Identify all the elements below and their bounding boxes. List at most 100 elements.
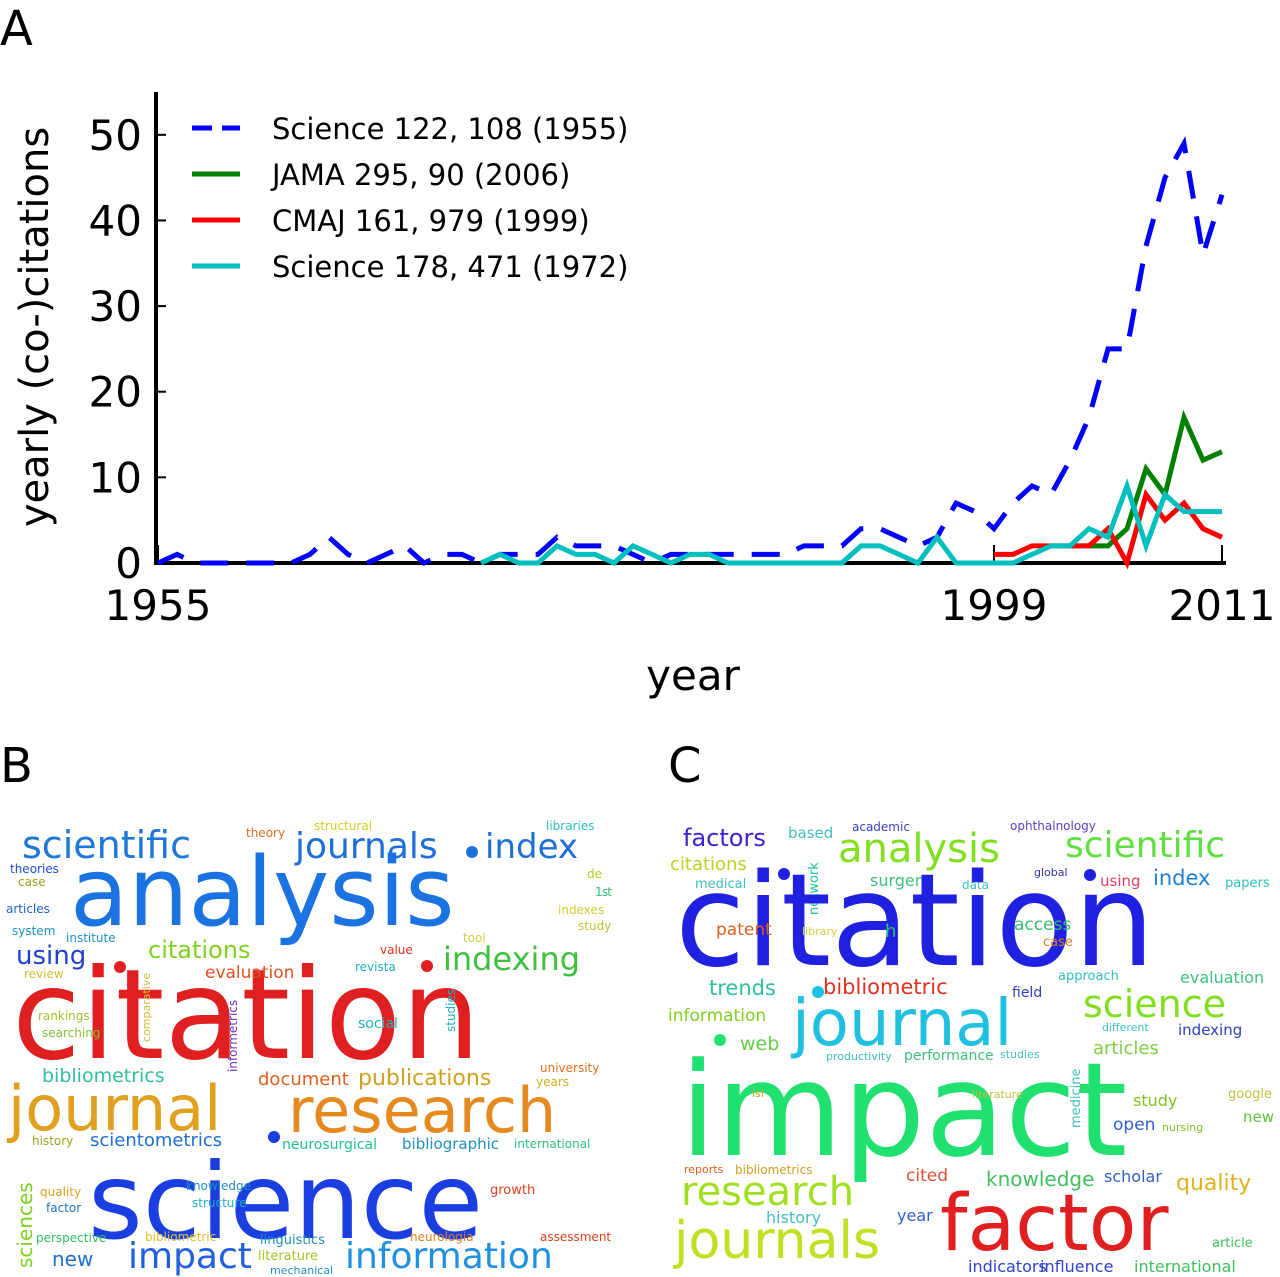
cloud-word: publications	[358, 1066, 491, 1091]
cloud-word: international	[1134, 1257, 1236, 1276]
cloud-word: indexing	[1178, 1021, 1242, 1039]
y-tick-label: 30	[89, 282, 142, 331]
cloud-word: cited	[906, 1166, 948, 1186]
cloud-word: neurologia	[410, 1230, 474, 1244]
cloud-word: study	[578, 919, 611, 933]
cloud-word: scientific	[1065, 825, 1225, 866]
cloud-word: comparative	[140, 973, 153, 1042]
cloud-word: surgery	[870, 871, 931, 890]
cloud-word: new	[52, 1247, 93, 1271]
cloud-word: information	[345, 1236, 553, 1277]
cloud-word: factor	[46, 1201, 81, 1215]
cloud-word: network	[807, 862, 822, 915]
cloud-word: patent	[716, 920, 772, 940]
cloud-dot	[114, 961, 126, 973]
cloud-word: h	[885, 921, 896, 942]
cloud-word: history	[766, 1208, 821, 1227]
cloud-word: years	[536, 1075, 569, 1089]
cloud-word: access	[1014, 915, 1071, 935]
cloud-word: review	[24, 967, 64, 981]
legend-label: JAMA 295, 90 (2006)	[270, 158, 570, 192]
panel-label: C	[668, 738, 702, 794]
cloud-word: productivity	[826, 1050, 892, 1063]
series-line	[479, 478, 1222, 567]
cloud-word: evaluation	[1180, 968, 1264, 987]
cloud-word: articles	[6, 902, 50, 916]
cloud-word: studies	[444, 989, 458, 1032]
cloud-word: system	[12, 924, 55, 938]
cloud-word: social	[358, 1016, 398, 1032]
cloud-word: scholar	[1104, 1167, 1162, 1186]
cloud-word: academic	[852, 820, 910, 834]
cloud-word: perspective	[36, 1231, 106, 1245]
cloud-word: bibliometrics	[735, 1163, 812, 1177]
cloud-word: 1st	[595, 885, 612, 899]
cloud-word: evaluation	[205, 963, 294, 983]
cloud-word: medical	[695, 877, 746, 892]
cloud-word: structural	[314, 819, 372, 833]
cloud-word: web	[740, 1033, 779, 1055]
cloud-word: using	[1100, 872, 1141, 890]
legend-label: CMAJ 161, 979 (1999)	[272, 204, 590, 238]
cloud-word: data	[962, 878, 989, 892]
cloud-word: open	[1113, 1115, 1155, 1135]
cloud-word: scientific	[22, 823, 191, 867]
cloud-word: ophthalnology	[1010, 819, 1096, 833]
cloud-dot	[778, 868, 790, 880]
cloud-word: bibliographic	[402, 1135, 499, 1153]
cloud-word: based	[788, 824, 833, 842]
cloud-word: journals	[673, 1211, 880, 1271]
cloud-word: study	[1133, 1091, 1177, 1110]
cloud-word: tool	[463, 931, 486, 945]
cloud-word: citations	[670, 854, 747, 875]
cloud-word: citation	[675, 847, 1155, 996]
cloud-word: papers	[1225, 876, 1270, 891]
cloud-word: approach	[1058, 969, 1119, 984]
cloud-word: informetrics	[226, 1000, 240, 1072]
cloud-word: medicine	[1069, 1068, 1084, 1128]
cloud-word: science	[88, 1141, 483, 1263]
y-tick-label: 40	[89, 196, 142, 245]
cloud-word: university	[540, 1061, 599, 1075]
cloud-word: factor	[940, 1179, 1169, 1269]
y-tick-label: 20	[89, 368, 142, 417]
cloud-dot	[1084, 869, 1096, 881]
cloud-word: isi	[752, 1087, 764, 1100]
cloud-word: citations	[148, 936, 250, 964]
legend-label: Science 122, 108 (1955)	[272, 112, 628, 146]
panel-label: B	[0, 738, 33, 794]
cloud-dot	[268, 1131, 280, 1143]
cloud-word: knowledge	[986, 1167, 1094, 1191]
cloud-word: citation	[12, 943, 481, 1088]
cloud-word: assessment	[540, 1230, 611, 1244]
cloud-word: institute	[66, 931, 116, 945]
cloud-word: journal	[6, 1072, 221, 1145]
cloud-dot	[812, 986, 824, 998]
x-axis-label: year	[646, 651, 740, 700]
cloud-word: mechanical	[270, 1264, 333, 1277]
x-tick-label: 1999	[941, 581, 1048, 630]
cloud-word: index	[485, 827, 578, 867]
series-line	[156, 135, 1225, 566]
cloud-word: impact	[680, 1034, 1127, 1186]
series-line	[994, 488, 1224, 570]
cloud-word: international	[514, 1137, 590, 1151]
cloud-word: influence	[1040, 1257, 1113, 1276]
cloud-word: de	[587, 867, 602, 881]
cloud-word: rankings	[38, 1009, 90, 1023]
legend-label: Science 178, 471 (1972)	[272, 250, 628, 284]
y-tick-label: 50	[89, 111, 142, 160]
cloud-word: journal	[790, 987, 1012, 1061]
cloud-word: bibliometric	[145, 1230, 216, 1244]
cloud-word: quality	[1176, 1171, 1251, 1196]
cloud-word: document	[258, 1069, 349, 1090]
y-axis-label: yearly (co-)citations	[12, 127, 58, 527]
cloud-dot	[421, 960, 433, 972]
cloud-word: revista	[355, 960, 396, 974]
cloud-word: year	[897, 1206, 933, 1225]
cloud-word: bibliometrics	[42, 1065, 165, 1087]
cloud-word: journals	[294, 826, 438, 867]
cloud-word: searching	[42, 1026, 100, 1040]
cloud-dot	[714, 1034, 726, 1046]
